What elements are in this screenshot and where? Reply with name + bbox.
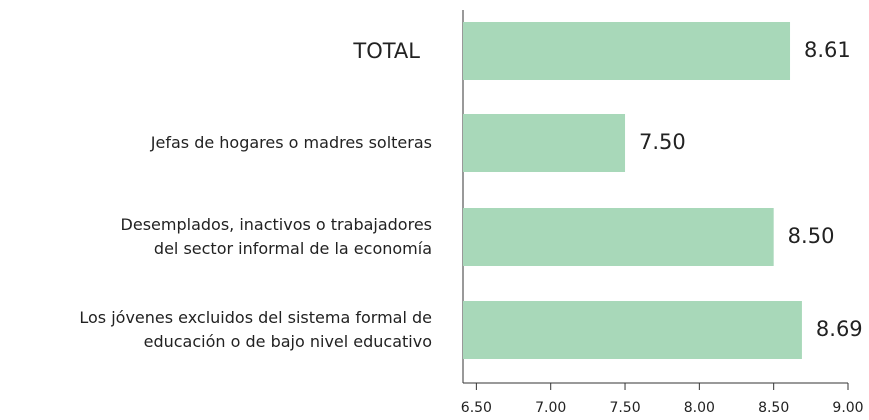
bar bbox=[463, 301, 802, 359]
category-label: Desemplados, inactivos o trabajadores de… bbox=[120, 215, 432, 258]
bar bbox=[463, 114, 626, 172]
bar bbox=[463, 22, 791, 80]
x-tick-label: 6.50 bbox=[461, 400, 492, 416]
bar bbox=[463, 208, 774, 266]
x-tick-label: 7.00 bbox=[535, 400, 566, 416]
x-tick-label: 9.00 bbox=[832, 400, 863, 416]
value-label: 8.69 bbox=[816, 317, 863, 341]
value-label: 8.61 bbox=[804, 38, 851, 62]
x-tick-label: 8.50 bbox=[758, 400, 789, 416]
x-tick-label: 8.00 bbox=[684, 400, 715, 416]
value-label: 7.50 bbox=[639, 130, 686, 154]
category-label: Jefas de hogares o madres solteras bbox=[150, 133, 432, 152]
category-label: Los jóvenes excluidos del sistema formal… bbox=[79, 308, 432, 351]
category-label: TOTAL bbox=[353, 39, 420, 63]
x-tick-label: 7.50 bbox=[609, 400, 640, 416]
value-label: 8.50 bbox=[788, 224, 835, 248]
